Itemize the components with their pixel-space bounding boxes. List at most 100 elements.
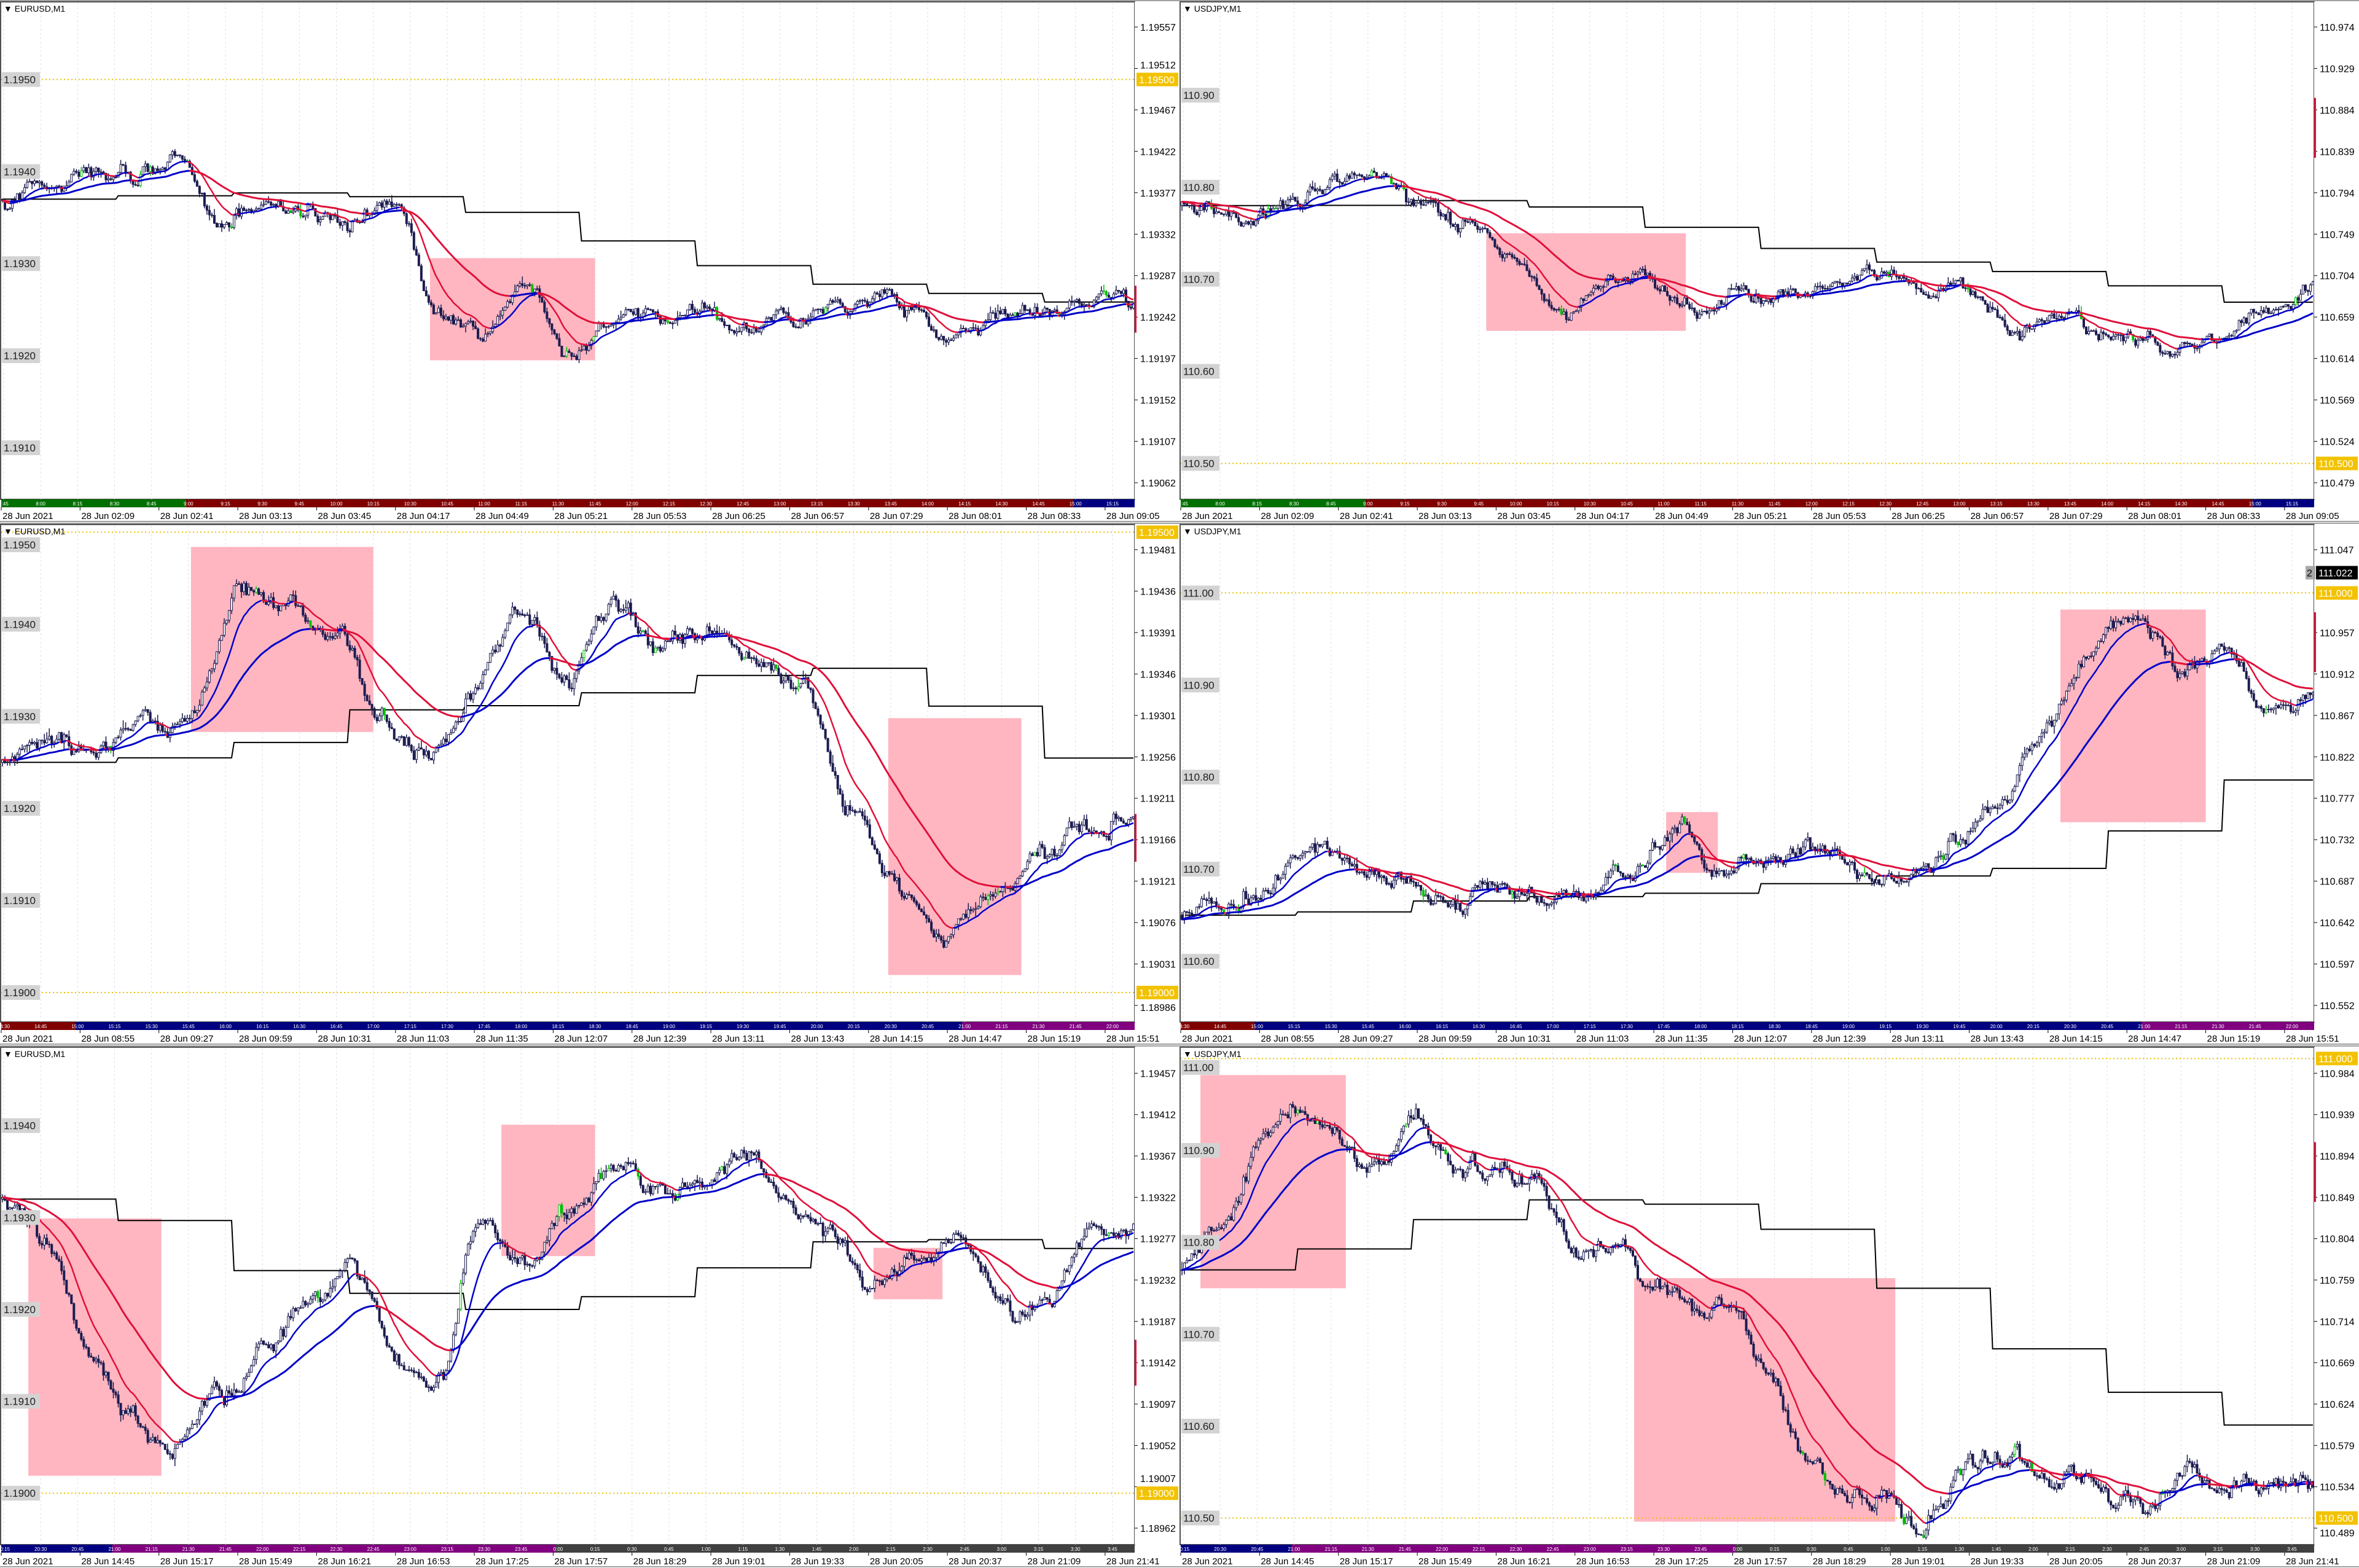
candle — [1119, 817, 1122, 822]
level-label: 1.1910 — [2, 440, 40, 456]
candle — [351, 645, 354, 652]
chart-symbol-title[interactable]: ▼ EURUSD,M1 — [4, 4, 65, 14]
candle — [1412, 197, 1415, 208]
candle — [952, 335, 955, 342]
highlight-zone[interactable] — [2060, 609, 2206, 822]
time-axis[interactable] — [0, 1030, 1135, 1045]
candle — [1016, 311, 1019, 319]
candle-body — [198, 185, 201, 194]
candle-body — [442, 738, 445, 745]
candle — [1011, 885, 1014, 891]
candle-body — [462, 326, 465, 327]
candle-body — [444, 738, 447, 743]
candle-body — [592, 626, 595, 634]
level-label-box — [1181, 364, 1219, 379]
chart-window-usdjpy-m1-2[interactable]: 110.90 110.80 110.70 110.60 110.50 ▼ USDJPY,M… — [1180, 0, 2359, 523]
candle-body — [504, 630, 507, 638]
moving-average-fast — [1062, 305, 1087, 314]
candle-body — [873, 292, 876, 300]
candle-body — [826, 304, 829, 308]
moving-average-fast — [805, 677, 954, 929]
candle-body — [555, 333, 558, 339]
candle — [1119, 291, 1122, 296]
candle-body — [95, 752, 98, 758]
candle-body — [928, 918, 931, 922]
price-level-tag[interactable] — [1136, 986, 1178, 1000]
candle — [444, 731, 447, 746]
plot-area[interactable] — [1180, 1, 2315, 500]
candle — [636, 622, 640, 638]
highlight-zone[interactable] — [1666, 812, 1718, 873]
time-axis[interactable] — [0, 507, 1135, 523]
candle — [1971, 290, 1974, 296]
candle — [595, 615, 598, 631]
candle — [321, 215, 324, 220]
chart-window-eurusd-m1-1[interactable]: 1.1950 1.1940 1.1930 1.1920 1.1910 ▼ EURUSD,M… — [0, 0, 1180, 523]
highlight-zone[interactable] — [888, 718, 1022, 975]
candle-body — [885, 289, 888, 294]
candle-body — [2252, 309, 2255, 313]
candle — [624, 599, 627, 614]
moving-average-fast — [867, 295, 895, 306]
price-level-tag[interactable] — [1136, 525, 1178, 539]
candle-body — [619, 609, 622, 612]
candle — [373, 706, 376, 720]
candle-body — [1986, 303, 1989, 313]
chart-symbol-title[interactable]: ▼ EURUSD,M1 — [4, 526, 65, 536]
candle — [1853, 273, 1856, 281]
candle — [233, 214, 236, 230]
candle — [750, 657, 753, 663]
chart-window-usdjpy-m1-4[interactable]: 111.00 110.90 110.80 110.70 110.60 ▼ USDJPY,M… — [1180, 523, 2359, 1045]
candle-body — [1250, 897, 1253, 905]
time-axis[interactable] — [1180, 507, 2314, 523]
candle-body — [324, 634, 327, 640]
candle-body — [548, 652, 551, 657]
candle-body — [82, 167, 85, 171]
candle-body — [762, 324, 765, 327]
session-label: 13:45 — [2064, 501, 2077, 507]
candle-body — [651, 641, 654, 653]
price-axis[interactable] — [2314, 2, 2359, 499]
session-label: 9:00 — [1363, 501, 1373, 507]
candle — [1242, 222, 1245, 227]
candle-body — [668, 641, 671, 642]
level-label-text: 1.1940 — [4, 618, 36, 630]
candle — [235, 579, 238, 587]
candle — [238, 203, 241, 218]
candle-body — [16, 193, 19, 201]
candle — [622, 313, 625, 318]
candle — [999, 306, 1002, 315]
candle-body — [1890, 270, 1893, 277]
candle — [568, 348, 571, 353]
candle-body — [309, 620, 312, 627]
session-label: 11:15 — [1695, 501, 1707, 507]
chart-window-eurusd-m1-3[interactable]: 1.1950 1.1940 1.1930 1.1920 1.1910 1.1900 ▼ EU… — [0, 523, 1180, 1045]
highlight-zone[interactable] — [429, 258, 595, 361]
candle — [375, 201, 378, 214]
level-label-box — [2, 893, 40, 908]
candle — [1046, 307, 1049, 312]
candle — [1602, 284, 1605, 293]
candle — [109, 176, 112, 181]
candle-body — [1759, 298, 1762, 304]
session-label: 21:45 — [1070, 1024, 1082, 1029]
price-axis[interactable] — [1135, 525, 1180, 1022]
plot-area[interactable] — [0, 1, 1135, 500]
moving-average-slow — [401, 209, 511, 297]
candle-body — [553, 329, 556, 334]
candle-body — [957, 918, 960, 925]
price-level-tag[interactable] — [1136, 72, 1178, 87]
candle — [1703, 310, 1706, 313]
price-level-tag[interactable] — [2316, 456, 2358, 470]
moving-average-fast — [2177, 345, 2193, 350]
candle-body — [491, 649, 495, 654]
candle-body — [1676, 297, 1679, 304]
candle — [1993, 307, 1997, 310]
candle — [2284, 303, 2287, 308]
chart-symbol-title[interactable]: ▼ USDJPY,M1 — [1183, 4, 1242, 14]
candle-body — [573, 678, 576, 689]
